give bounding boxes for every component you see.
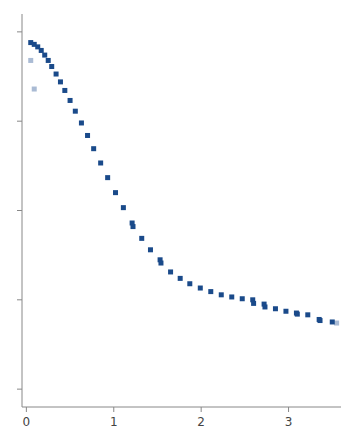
chart: 0 1 2 3 xyxy=(0,0,355,437)
point xyxy=(251,301,256,306)
point xyxy=(39,48,44,53)
point xyxy=(318,318,323,323)
x-tick xyxy=(201,407,202,412)
x-tick xyxy=(288,407,289,412)
point xyxy=(229,294,234,299)
x-tick-label: 3 xyxy=(285,415,293,429)
x-tick xyxy=(113,407,114,412)
point xyxy=(121,205,126,210)
point xyxy=(62,88,67,93)
x-axis-line xyxy=(22,407,341,408)
point xyxy=(130,224,135,229)
point xyxy=(240,296,245,301)
x-tick-label: 2 xyxy=(197,415,205,429)
point xyxy=(58,79,63,84)
point xyxy=(68,98,73,103)
point xyxy=(28,58,33,63)
point xyxy=(158,261,163,266)
axes: 0 1 2 3 xyxy=(17,14,341,429)
point xyxy=(98,160,103,165)
point xyxy=(148,247,153,252)
plot-area xyxy=(28,40,339,325)
point xyxy=(32,87,37,92)
point xyxy=(54,72,59,77)
y-tick xyxy=(17,210,22,211)
x-tick-label: 0 xyxy=(23,415,31,429)
point xyxy=(187,281,192,286)
point xyxy=(305,312,310,317)
y-tick xyxy=(17,121,22,122)
point xyxy=(295,312,300,317)
point xyxy=(139,236,144,241)
point xyxy=(91,146,96,151)
point xyxy=(334,321,339,326)
point xyxy=(79,120,84,125)
point xyxy=(273,306,278,311)
x-tick-label: 1 xyxy=(110,415,118,429)
point xyxy=(85,133,90,138)
point xyxy=(198,286,203,291)
point xyxy=(105,175,110,180)
point xyxy=(73,109,78,114)
y-tick xyxy=(17,389,22,390)
x-tick xyxy=(26,407,27,412)
point xyxy=(208,289,213,294)
point xyxy=(330,319,335,324)
point xyxy=(49,64,54,69)
series xyxy=(28,58,339,326)
point xyxy=(219,292,224,297)
y-tick xyxy=(17,299,22,300)
point xyxy=(113,190,118,195)
point xyxy=(46,58,51,63)
point xyxy=(168,269,173,274)
point xyxy=(283,309,288,314)
point xyxy=(178,276,183,281)
point xyxy=(262,304,267,309)
point xyxy=(42,53,47,58)
series xyxy=(28,40,335,324)
y-tick xyxy=(17,31,22,32)
